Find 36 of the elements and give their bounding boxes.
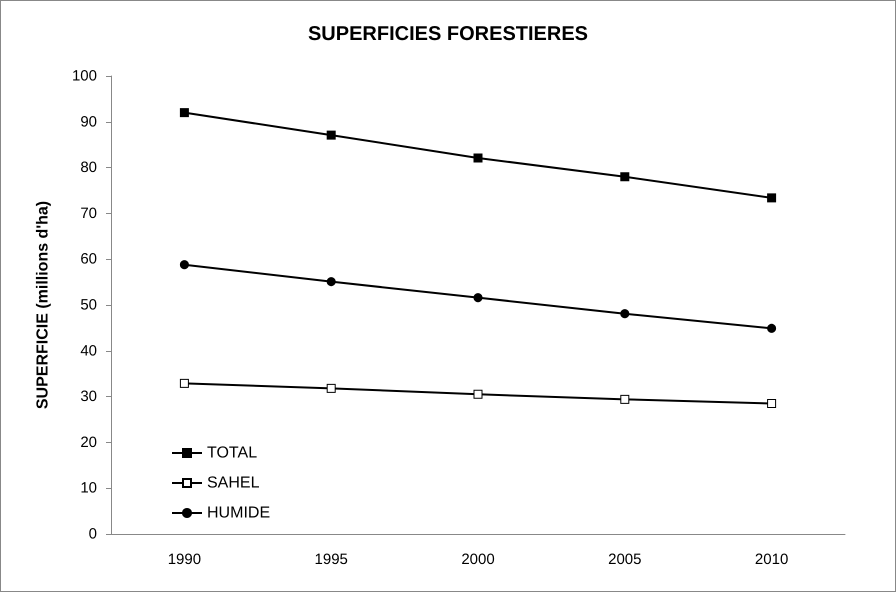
point: [474, 293, 482, 302]
point: [767, 324, 776, 333]
chart-title: SUPERFICIES FORESTIERES: [308, 23, 588, 45]
y-tick-label: 10: [80, 480, 97, 497]
point: [620, 394, 630, 404]
point: [326, 384, 336, 393]
x-tick-label: 2000: [461, 551, 495, 568]
y-tick-label: 70: [80, 204, 97, 222]
point: [620, 172, 630, 182]
point: [326, 277, 336, 286]
point: [474, 153, 482, 162]
x-tick-label: 1995: [314, 551, 348, 568]
point: [767, 398, 776, 408]
x-tick-label: 2010: [754, 551, 788, 568]
point: [180, 260, 189, 270]
y-tick-label: 0: [88, 526, 97, 542]
point: [620, 309, 630, 318]
legend-label: SAHEL: [207, 474, 260, 492]
point: [767, 193, 776, 202]
point: [180, 108, 189, 118]
y-tick-label: 100: [72, 68, 97, 84]
y-axis-title: SUPERFICIE (millions d'ha): [34, 200, 52, 410]
y-tick-label: 40: [80, 342, 97, 360]
y-tick-label: 60: [80, 250, 97, 268]
x-tick-label: 1990: [168, 551, 202, 568]
y-tick-label: 20: [80, 434, 97, 451]
legend-label: TOTAL: [207, 444, 258, 462]
point: [326, 130, 336, 140]
y-tick-label: 80: [80, 159, 97, 176]
point: [474, 390, 482, 399]
y-tick-label: 90: [80, 113, 97, 130]
point: [180, 378, 189, 388]
y-tick-label: 30: [80, 388, 97, 406]
legend-label: HUMIDE: [207, 504, 270, 522]
x-tick-label: 2005: [608, 551, 642, 568]
y-tick-label: 50: [80, 296, 97, 314]
